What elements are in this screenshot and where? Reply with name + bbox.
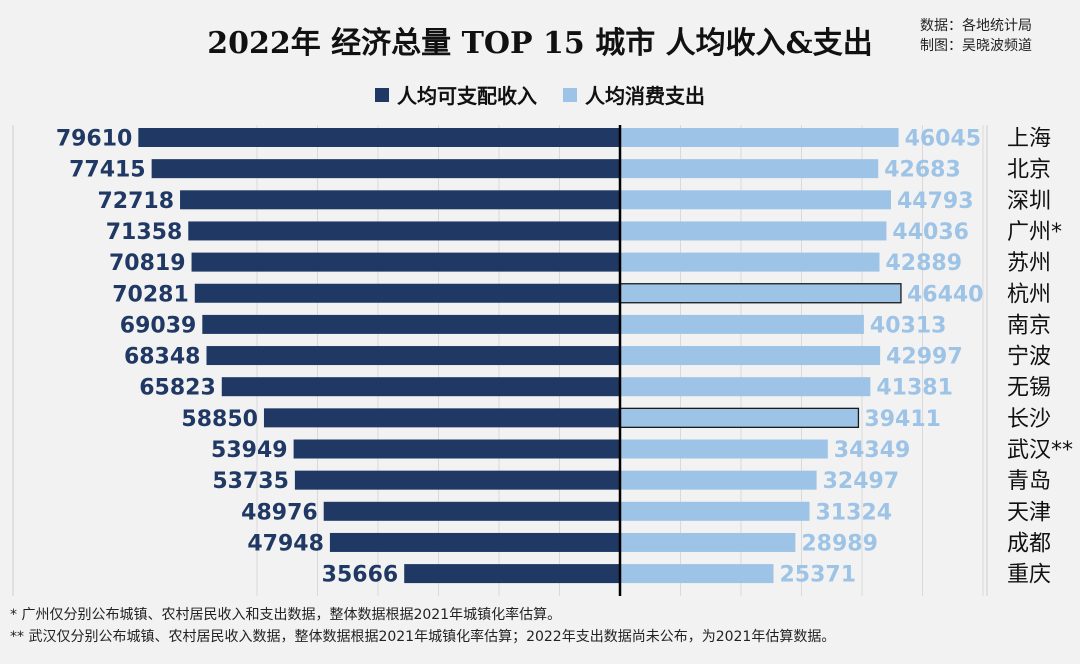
income-bar <box>323 501 620 521</box>
city-label: 南京 <box>1007 313 1051 338</box>
credit-line: 制图：吴晓波频道 <box>920 38 1032 54</box>
income-value-label: 68348 <box>124 345 201 370</box>
income-bar <box>221 377 620 397</box>
legend-label-income: 人均可支配收入 <box>397 84 537 108</box>
legend: 人均可支配收入 人均消费支出 <box>0 80 1080 109</box>
spending-bar <box>620 439 828 459</box>
spending-value-label: 34349 <box>834 438 911 463</box>
income-value-label: 69039 <box>120 313 197 338</box>
city-label: 长沙 <box>1007 407 1051 432</box>
city-label: 上海 <box>1007 127 1051 152</box>
income-value-label: 70819 <box>109 251 186 276</box>
income-bar <box>151 159 620 179</box>
income-bar <box>404 564 620 584</box>
city-label: 广州* <box>1007 220 1062 245</box>
income-bar <box>206 346 620 366</box>
spending-bar <box>620 190 891 210</box>
spending-bar <box>619 407 860 429</box>
income-value-label: 58850 <box>181 407 258 432</box>
source-line: 数据：各地统计局 <box>920 18 1032 34</box>
spending-bar <box>620 128 899 147</box>
city-label: 天津 <box>1007 500 1051 525</box>
city-label: 北京 <box>1007 158 1051 183</box>
spending-bar <box>620 532 796 552</box>
chart-title: 2022年 经济总量 TOP 15 城市 人均收入&支出 <box>207 26 873 61</box>
income-bar <box>180 190 621 210</box>
income-bar <box>329 532 620 552</box>
spending-value-label: 28989 <box>801 531 878 556</box>
spending-bar <box>619 283 902 304</box>
spending-bar <box>620 221 887 241</box>
income-value-label: 79610 <box>56 127 133 152</box>
footnote-wuhan: ** 武汉仅分别公布城镇、农村居民收入数据，整体数据根据2021年城镇化率估算；… <box>10 629 836 645</box>
spending-bar <box>620 252 880 272</box>
source-credits: 数据：各地统计局 制图：吴晓波频道 <box>920 16 1032 56</box>
spending-bar <box>620 470 817 490</box>
income-value-label: 70281 <box>112 282 189 307</box>
income-bar <box>293 439 620 459</box>
spending-bar <box>620 314 864 334</box>
footnotes: * 广州仅分别公布城镇、农村居民收入和支出数据，整体数据根据2021年城镇化率估… <box>10 604 835 648</box>
spending-value-label: 32497 <box>823 469 900 494</box>
income-value-label: 48976 <box>241 500 318 525</box>
income-bar <box>138 128 620 147</box>
legend-item-income: 人均可支配收入 <box>375 80 537 109</box>
income-value-label: 35666 <box>322 563 399 588</box>
income-bar <box>191 252 620 272</box>
income-bar <box>294 470 620 490</box>
income-value-label: 53949 <box>211 438 288 463</box>
spending-value-label: 46440 <box>907 282 984 307</box>
income-value-label: 47948 <box>247 531 324 556</box>
spending-value-label: 42997 <box>886 345 963 370</box>
city-label: 宁波 <box>1007 345 1051 370</box>
city-label: 武汉** <box>1007 438 1073 463</box>
income-bar <box>202 314 620 334</box>
spending-value-label: 25371 <box>779 563 856 588</box>
spending-value-label: 39411 <box>864 407 941 432</box>
spending-value-label: 42683 <box>884 158 961 183</box>
spending-bar <box>620 159 879 179</box>
income-value-label: 71358 <box>106 220 183 245</box>
legend-item-spending: 人均消费支出 <box>563 80 705 109</box>
city-label: 成都 <box>1007 531 1051 556</box>
spending-bar <box>620 564 774 584</box>
income-value-label: 65823 <box>139 376 216 401</box>
legend-swatch-income <box>375 87 389 102</box>
legend-label-spending: 人均消费支出 <box>585 84 705 108</box>
footnote-guangzhou: * 广州仅分别公布城镇、农村居民收入和支出数据，整体数据根据2021年城镇化率估… <box>10 607 562 623</box>
city-label: 无锡 <box>1007 376 1051 401</box>
income-bar <box>263 408 620 428</box>
income-value-label: 53735 <box>212 469 289 494</box>
legend-swatch-spending <box>563 87 577 102</box>
spending-value-label: 46045 <box>905 127 982 152</box>
spending-value-label: 41381 <box>876 376 953 401</box>
spending-value-label: 44793 <box>897 189 974 214</box>
spending-value-label: 44036 <box>892 220 969 245</box>
city-label: 深圳 <box>1007 189 1051 214</box>
city-label: 杭州 <box>1007 282 1051 307</box>
spending-value-label: 40313 <box>870 313 947 338</box>
spending-bar <box>620 346 881 366</box>
income-bar <box>188 221 620 241</box>
city-label: 青岛 <box>1007 469 1051 494</box>
spending-value-label: 42889 <box>885 251 962 276</box>
city-label: 苏州 <box>1007 251 1051 276</box>
spending-value-label: 31324 <box>816 500 893 525</box>
spending-bar <box>620 377 871 397</box>
income-value-label: 77415 <box>69 158 146 183</box>
city-label: 重庆 <box>1007 563 1051 588</box>
income-value-label: 72718 <box>98 189 175 214</box>
income-bar <box>194 283 620 303</box>
spending-bar <box>620 501 810 521</box>
